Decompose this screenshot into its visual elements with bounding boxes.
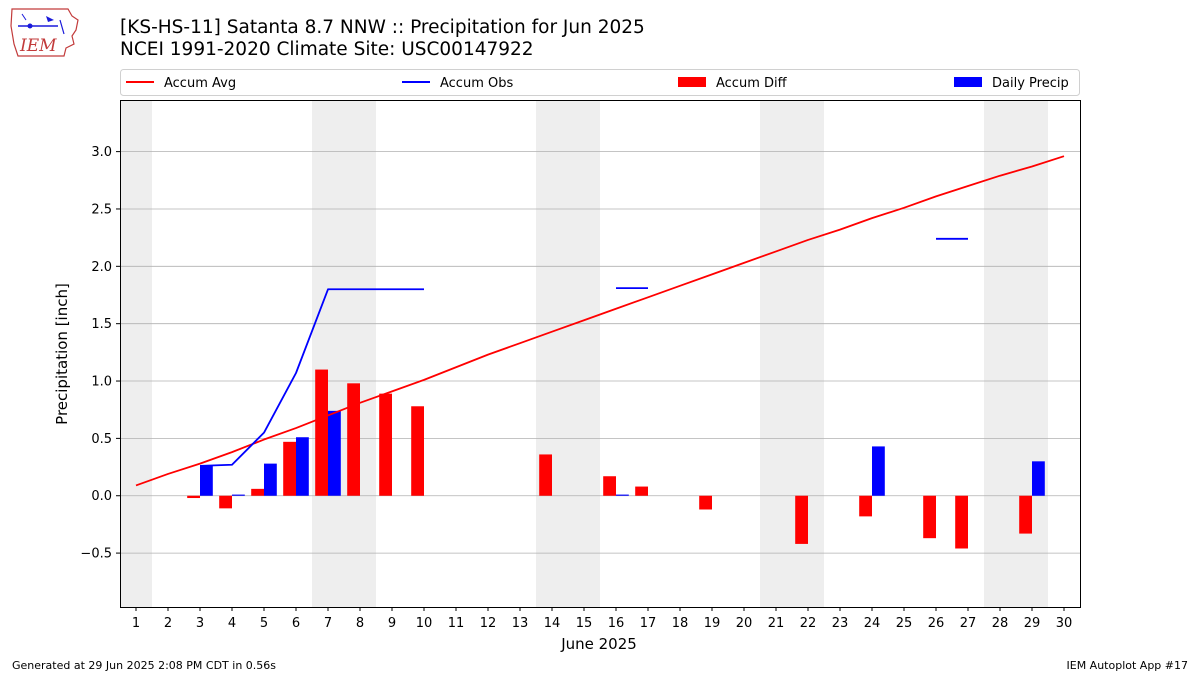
legend-label: Daily Precip (992, 76, 1069, 91)
weekend-band (536, 100, 600, 607)
x-tick-label: 17 (640, 616, 657, 631)
legend-label: Accum Avg (164, 76, 236, 91)
accum-diff-bar (795, 495, 808, 544)
gridlines (120, 151, 1080, 554)
accum-diff-bar (411, 406, 424, 496)
accum-diff-bar (859, 495, 872, 517)
legend-frame (120, 69, 1080, 96)
generated-note: Generated at 29 Jun 2025 2:08 PM CDT in … (12, 659, 277, 672)
x-tick-label: 30 (1056, 616, 1073, 631)
legend: Accum Avg Accum Obs Accum Diff Daily Precip (120, 69, 1080, 96)
accum-diff-bar (379, 393, 392, 496)
accum-diff-bar (635, 486, 648, 496)
weekend-band (760, 100, 824, 607)
chart-title: [KS-HS-11] Satanta 8.7 NNW :: Precipitat… (120, 17, 645, 38)
accum-obs-line (199, 288, 424, 467)
x-axis: 1 2 3 4 5 6 7 8 9 10 11 12 13 14 15 16 17 18 19 20 21 22 23 24 2… (132, 607, 1072, 631)
x-tick-label: 2 (164, 616, 172, 631)
daily-precip-bar (200, 465, 213, 496)
x-tick-label: 12 (480, 616, 497, 631)
y-tick-label: 1.5 (91, 317, 112, 332)
x-tick-label: 24 (864, 616, 881, 631)
x-tick-label: 14 (544, 616, 561, 631)
legend-swatch-daily-precip (954, 77, 982, 87)
plot-frame (120, 100, 1081, 608)
accum-diff-bar (347, 383, 360, 496)
accum-avg-line (135, 155, 1065, 487)
x-tick-label: 29 (1024, 616, 1041, 631)
bar-series (187, 369, 1045, 549)
iem-logo: IEM (8, 6, 80, 62)
x-tick-label: 25 (896, 616, 913, 631)
app-note: IEM Autoplot App #17 (1066, 659, 1189, 672)
x-tick-label: 6 (292, 616, 300, 631)
x-tick-label: 7 (324, 616, 332, 631)
weekend-shading (120, 100, 1048, 607)
x-tick-label: 16 (608, 616, 625, 631)
x-tick-label: 18 (672, 616, 689, 631)
x-tick-label: 20 (736, 616, 753, 631)
y-axis-label: Precipitation [inch] (53, 283, 71, 425)
accum-diff-bar (283, 441, 296, 496)
line-series (135, 155, 1065, 487)
x-tick-label: 22 (800, 616, 817, 631)
x-tick-label: 9 (388, 616, 396, 631)
x-tick-label: 11 (448, 616, 465, 631)
y-tick-label: 2.5 (91, 202, 112, 217)
x-tick-label: 19 (704, 616, 721, 631)
y-tick-label: 3.0 (91, 145, 112, 160)
weekend-band (312, 100, 376, 607)
y-tick-label: 0.5 (91, 432, 112, 447)
daily-precip-bar (616, 494, 629, 496)
daily-precip-bar (1032, 461, 1045, 496)
x-tick-label: 15 (576, 616, 593, 631)
x-tick-label: 23 (832, 616, 849, 631)
logo-text: IEM (19, 36, 57, 56)
x-axis-label: June 2025 (560, 635, 637, 653)
daily-precip-bar (264, 463, 277, 496)
legend-label: Accum Diff (716, 76, 788, 91)
legend-label: Accum Obs (440, 76, 513, 91)
x-tick-label: 1 (132, 616, 140, 631)
x-tick-label: 4 (228, 616, 236, 631)
y-tick-label: −0.5 (80, 547, 112, 562)
x-tick-label: 28 (992, 616, 1009, 631)
weekend-band (120, 100, 152, 607)
y-axis: −0.5 0.0 0.5 1.0 1.5 2.0 2.5 3.0 (80, 145, 120, 562)
accum-diff-bar (251, 488, 264, 496)
x-tick-label: 3 (196, 616, 204, 631)
accum-diff-bar (603, 476, 616, 496)
accum-diff-bar (219, 495, 232, 509)
accum-diff-bar (955, 495, 968, 549)
accum-diff-bar (699, 495, 712, 510)
accum-diff-bar (187, 495, 200, 499)
chart-subtitle: NCEI 1991-2020 Climate Site: USC00147922 (120, 39, 534, 60)
y-tick-label: 2.0 (91, 260, 112, 275)
x-tick-label: 8 (356, 616, 364, 631)
legend-swatch-accum-diff (678, 77, 706, 87)
x-tick-label: 27 (960, 616, 977, 631)
x-tick-label: 10 (416, 616, 433, 631)
daily-precip-bar (872, 446, 885, 496)
x-tick-label: 26 (928, 616, 945, 631)
daily-precip-bar (296, 437, 309, 496)
weekend-band (984, 100, 1048, 607)
accum-diff-bar (539, 454, 552, 496)
daily-precip-bar (232, 494, 245, 496)
y-tick-label: 0.0 (91, 489, 112, 504)
y-tick-label: 1.0 (91, 375, 112, 390)
x-tick-label: 21 (768, 616, 785, 631)
daily-precip-bar (328, 410, 341, 496)
accum-diff-bar (315, 369, 328, 496)
x-tick-label: 13 (512, 616, 529, 631)
x-tick-label: 5 (260, 616, 268, 631)
accum-diff-bar (923, 495, 936, 539)
accum-diff-bar (1019, 495, 1032, 534)
iem-iowa-logo-icon: IEM (10, 8, 79, 57)
